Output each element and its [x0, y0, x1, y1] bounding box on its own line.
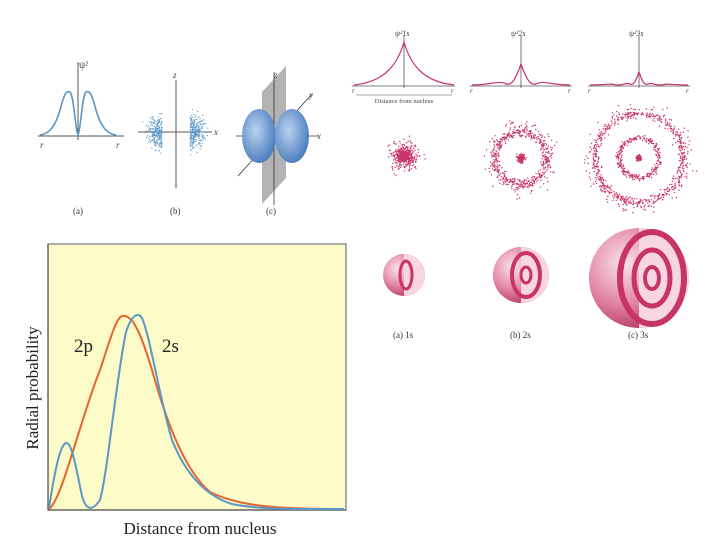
c-top-label: z — [273, 70, 278, 80]
lobe-left — [242, 109, 276, 163]
curve-1s — [353, 39, 455, 86]
sphere-2s — [493, 247, 549, 303]
plot-ylabel: Radial probability — [23, 326, 42, 450]
axis-3s-left-r: r — [588, 87, 591, 95]
axis-1s-right-r: r — [451, 87, 454, 95]
label-2s: 2s — [162, 336, 179, 357]
dot-cloud-1s — [387, 135, 426, 177]
caption-2s: (b) 2s — [510, 330, 531, 340]
a-ylabel: ψ² — [79, 60, 88, 71]
axis-3s-right-r: r — [686, 87, 689, 95]
sphere-3s — [589, 228, 689, 328]
caption-c: (c) — [266, 206, 276, 216]
caption-a: (a) — [73, 206, 83, 216]
caption-1s: (a) 1s — [393, 330, 414, 340]
sphere-1s — [383, 254, 425, 296]
dot-cloud-2s — [483, 120, 558, 200]
curve-3s — [589, 70, 689, 86]
caption-3s: (c) 3s — [628, 330, 649, 340]
plot-xlabel: Distance from nucleus — [124, 519, 277, 538]
curve-2s — [471, 62, 571, 86]
label-1s: ψ²1s — [395, 29, 409, 38]
radial-probability-plot: 2p 2s Radial probability Distance from n… — [23, 243, 347, 538]
psi-squared-curve — [39, 90, 117, 138]
plot-background — [47, 243, 347, 511]
b-top-label: z — [172, 70, 177, 80]
p-dot-cloud — [142, 109, 209, 156]
label-3s: ψ²3s — [629, 29, 643, 38]
s-spheres: (a) 1s (b) 2s (c) 3s — [383, 228, 689, 340]
distance-label: Distance from nucleus — [375, 98, 434, 105]
a-left-label: r — [40, 140, 44, 150]
caption-b: (b) — [170, 206, 181, 216]
lobe-right — [275, 109, 309, 163]
a-right-label: r — [116, 140, 120, 150]
panel-c-lobes: z y x (c) — [236, 66, 321, 216]
curve-2p — [48, 314, 345, 510]
label-2p: 2p — [74, 336, 93, 357]
s-psi-plots: ψ²1s r r Distance from nucleus ψ²2s r r … — [352, 29, 690, 105]
panel-b-dot-cloud: z x (b) — [138, 70, 218, 216]
s-dot-clouds — [387, 104, 698, 214]
label-2s: ψ²2s — [511, 29, 525, 38]
panel-a-psi-squared: ψ² r r (a) — [38, 60, 124, 216]
axis-2s-left-r: r — [470, 87, 473, 95]
axis-2s-right-r: r — [568, 87, 571, 95]
curve-2s — [48, 314, 345, 511]
c-y-label: y — [308, 90, 313, 100]
b-right-label: x — [213, 127, 218, 137]
c-right-label: x — [316, 131, 321, 141]
dot-cloud-3s — [583, 104, 698, 214]
axis-1s-left-r: r — [352, 87, 355, 95]
